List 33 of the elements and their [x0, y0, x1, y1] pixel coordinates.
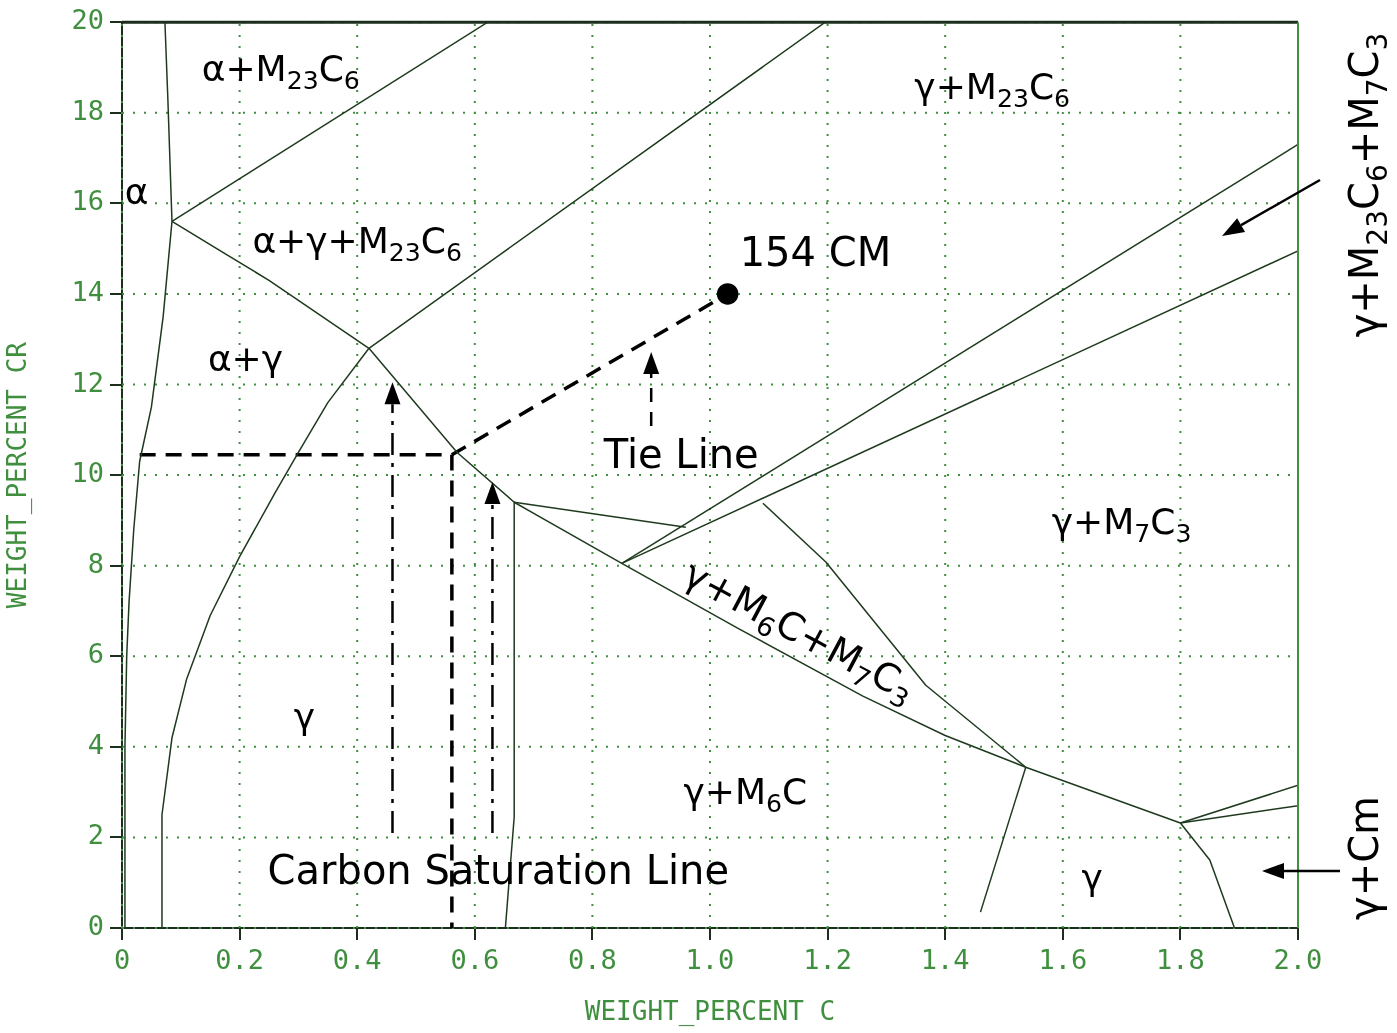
annotation: α: [124, 170, 149, 212]
x-tick-label: 0.4: [332, 944, 382, 976]
text: γ+M23C6+M7C3: [1341, 32, 1395, 338]
y-tick-label: 4: [87, 728, 104, 760]
y-tick-label: 12: [71, 366, 104, 398]
y-tick-label: 20: [71, 4, 104, 36]
y-tick-label: 10: [71, 457, 104, 489]
y-tick-label: 14: [71, 275, 104, 307]
y-tick-label: 2: [87, 819, 104, 851]
x-tick-label: 1.4: [920, 944, 970, 976]
x-tick-label: 1.8: [1156, 944, 1205, 976]
y-axis-title: WEIGHT_PERCENT CR: [2, 341, 34, 609]
text: γ+Cm: [1341, 795, 1388, 921]
annotation: γ: [1081, 856, 1103, 898]
annotation: γ: [293, 696, 315, 738]
y-tick-label: 16: [71, 185, 104, 217]
x-tick-label: 1.6: [1038, 944, 1088, 976]
annotation: Tie Line: [602, 431, 759, 478]
x-axis-title: WEIGHT_PERCENT C: [584, 996, 836, 1028]
x-tick-label: 0: [113, 944, 131, 976]
annotation: α+γ: [207, 338, 284, 380]
y-tick-label: 18: [71, 94, 104, 126]
x-tick-label: 0.2: [215, 944, 264, 976]
annotation: γ+M6C+M7C3: [676, 551, 915, 716]
annotation: 154 CM: [739, 229, 892, 276]
x-tick-label: 2.0: [1273, 944, 1323, 976]
x-tick-label: 1.0: [685, 944, 735, 976]
x-tick-label: 1.2: [803, 944, 852, 976]
y-tick-label: 0: [87, 910, 104, 942]
y-tick-label: 8: [87, 547, 104, 579]
x-tick-label: 0.8: [568, 944, 617, 976]
y-tick-label: 6: [87, 638, 104, 670]
x-tick-label: 0.6: [450, 944, 500, 976]
